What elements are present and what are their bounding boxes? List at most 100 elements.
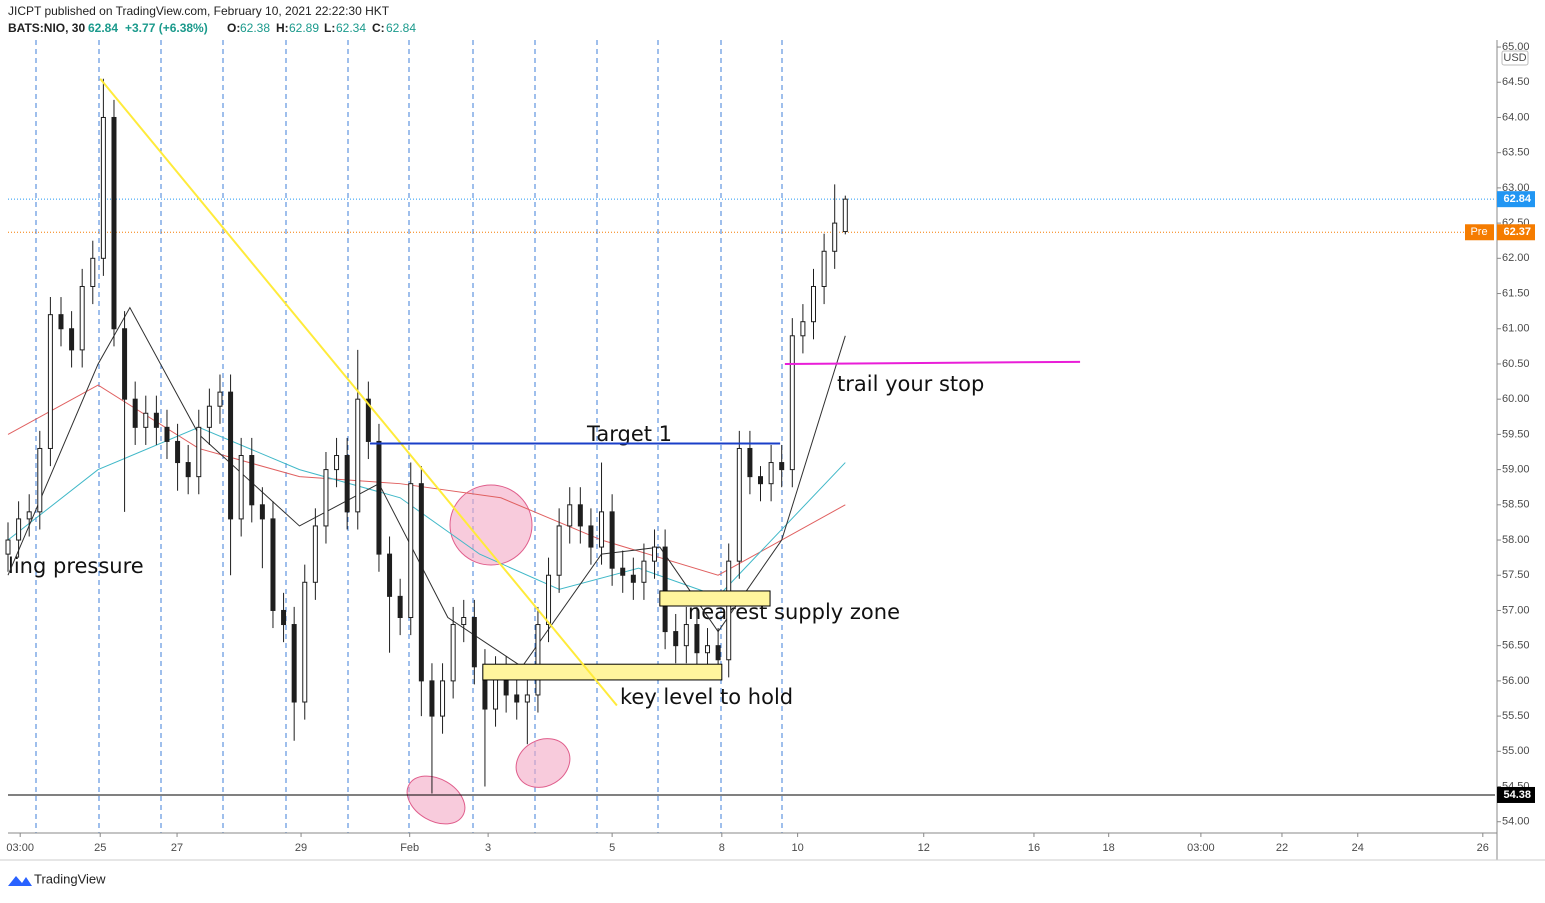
candle-body [599,511,605,548]
currency: USD [1503,52,1526,64]
highlight-ellipse [449,484,533,566]
x-tick-label: 5 [609,842,615,854]
candle-body [408,483,414,618]
x-tick-label: Feb [400,842,419,854]
moving-average [7,426,846,597]
pre-price-label: 62.37 [1503,226,1531,238]
o-value: 62.38 [240,21,270,35]
pre-tag-box [1465,224,1494,241]
candle-body [758,476,764,485]
candle-body [143,412,149,428]
y-tick-label: 59.00 [1502,464,1530,476]
candle-body [747,447,753,478]
candle-body [270,518,276,611]
candle-body [100,116,106,259]
target-text: Target 1 [586,422,672,446]
candle-body [450,624,456,682]
candle-body [238,455,244,520]
x-tick-label: 3 [485,842,491,854]
x-tick-label: 29 [295,842,307,854]
o-label: O: [227,21,240,35]
y-tick-label: 56.00 [1502,675,1530,687]
candle-body [111,116,117,330]
candle-body [323,469,329,527]
zone [482,663,723,681]
y-tick-label: 63.50 [1502,147,1530,159]
candle-body [79,285,85,351]
session-separators [35,40,783,833]
candle-body [249,455,255,506]
candle-body [577,504,583,527]
pre-price-badge [1497,224,1535,241]
y-tick-label: 59.50 [1502,428,1530,440]
candle-body [132,398,138,428]
candle-body [5,539,11,555]
candle-body [26,511,32,520]
candle-body [217,391,223,407]
tv-logo [8,876,32,886]
last-price-label: 62.84 [1503,193,1531,205]
y-tick-label: 58.50 [1502,499,1530,511]
y-tick-label: 61.00 [1502,323,1530,335]
candle-body [440,680,446,717]
y-tick-label: 54.00 [1502,816,1530,828]
zone [659,590,771,607]
x-tick-label: 16 [1028,842,1040,854]
candle-body [630,574,636,583]
candle-body [800,321,806,337]
candle-body [164,426,170,442]
candle-body [842,198,848,233]
candle-body [418,483,424,682]
candle-body [175,440,181,464]
key-text: key level to hold [620,685,793,709]
candle-body [715,645,721,661]
x-tick-label: 24 [1352,842,1364,854]
candle-body [821,250,827,287]
footer-brand: TradingView [34,871,106,886]
candle-body [609,511,615,569]
candle-body [365,398,371,442]
candle-body [37,447,43,513]
candle-body [620,567,626,576]
candle-body [779,462,785,471]
y-tick-label: 55.50 [1502,710,1530,722]
candle-body [588,525,594,548]
candle-body [58,314,64,330]
last-price-badge [1497,191,1535,208]
candle-body [397,595,403,618]
candle-body [832,222,838,252]
last: 62.84 [88,21,118,35]
change: +3.77 (+6.38%) [125,21,208,35]
candle-body [524,694,530,703]
support-badge [1497,786,1535,803]
candle-body [556,525,562,576]
y-tick-label: 56.50 [1502,640,1530,652]
y-tick-label: 58.00 [1502,534,1530,546]
candle-body [228,391,234,520]
y-tick-label: 57.00 [1502,604,1530,616]
candle-body [768,462,774,485]
candle-body [705,645,711,654]
support-label: 54.38 [1503,789,1531,801]
candle-body [567,504,573,527]
candle-body [535,624,541,696]
currency-box [1501,50,1529,66]
candle-body [546,574,552,626]
candle-body [429,680,435,717]
c-value: 62.84 [386,21,416,35]
candle-body [461,616,467,626]
candle-body [355,398,361,513]
moving-average [7,384,846,576]
candle-body [726,560,732,661]
candle-body [291,624,297,703]
ohlc-header: BATS:NIO, 30 62.84 +3.77 (+6.38%) O: 62.… [8,21,416,35]
x-tick-label: 25 [94,842,106,854]
y-tick-label: 61.50 [1502,287,1530,299]
y-tick-label: 64.50 [1502,76,1530,88]
candle-body [344,455,350,513]
selling-text: ling pressure [8,554,144,578]
y-tick-label: 64.00 [1502,111,1530,123]
candle-body [514,694,520,703]
